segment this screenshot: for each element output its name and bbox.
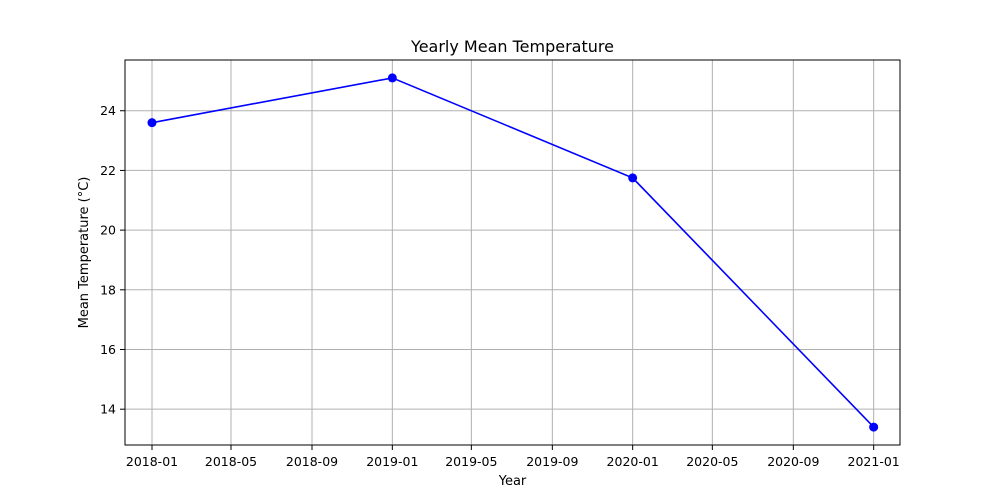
y-tick-label: 18 [100, 282, 116, 297]
x-axis-label: Year [498, 474, 527, 489]
data-point [628, 173, 638, 183]
y-tick-label: 22 [100, 163, 116, 178]
data-point [869, 422, 879, 432]
y-tick-label: 24 [100, 103, 116, 118]
series-layer [147, 73, 879, 432]
x-tick-label: 2020-05 [686, 454, 738, 469]
y-tick-label: 20 [100, 223, 116, 238]
series-line [151, 77, 875, 428]
x-tick-label: 2018-09 [286, 454, 338, 469]
grid [125, 60, 900, 445]
x-tick-label: 2020-09 [767, 454, 819, 469]
data-point [387, 73, 397, 83]
plot-frame [124, 59, 901, 446]
x-tick-label: 2020-01 [607, 454, 659, 469]
ticks: 2018-01 2018-05 2018-09 2019-01 2019-05 2019-… [100, 103, 900, 469]
chart-title: Yearly Mean Temperature [410, 37, 614, 56]
x-tick-label: 2019-05 [445, 454, 497, 469]
x-tick-label: 2018-01 [126, 454, 178, 469]
x-tick-label: 2019-01 [366, 454, 418, 469]
x-tick-label: 2018-05 [205, 454, 257, 469]
data-point [147, 118, 157, 128]
y-axis-label: Mean Temperature (°C) [77, 177, 92, 329]
x-tick-label: 2021-01 [848, 454, 900, 469]
x-tick-label: 2019-09 [526, 454, 578, 469]
y-tick-label: 16 [100, 342, 116, 357]
y-tick-label: 14 [100, 402, 116, 417]
